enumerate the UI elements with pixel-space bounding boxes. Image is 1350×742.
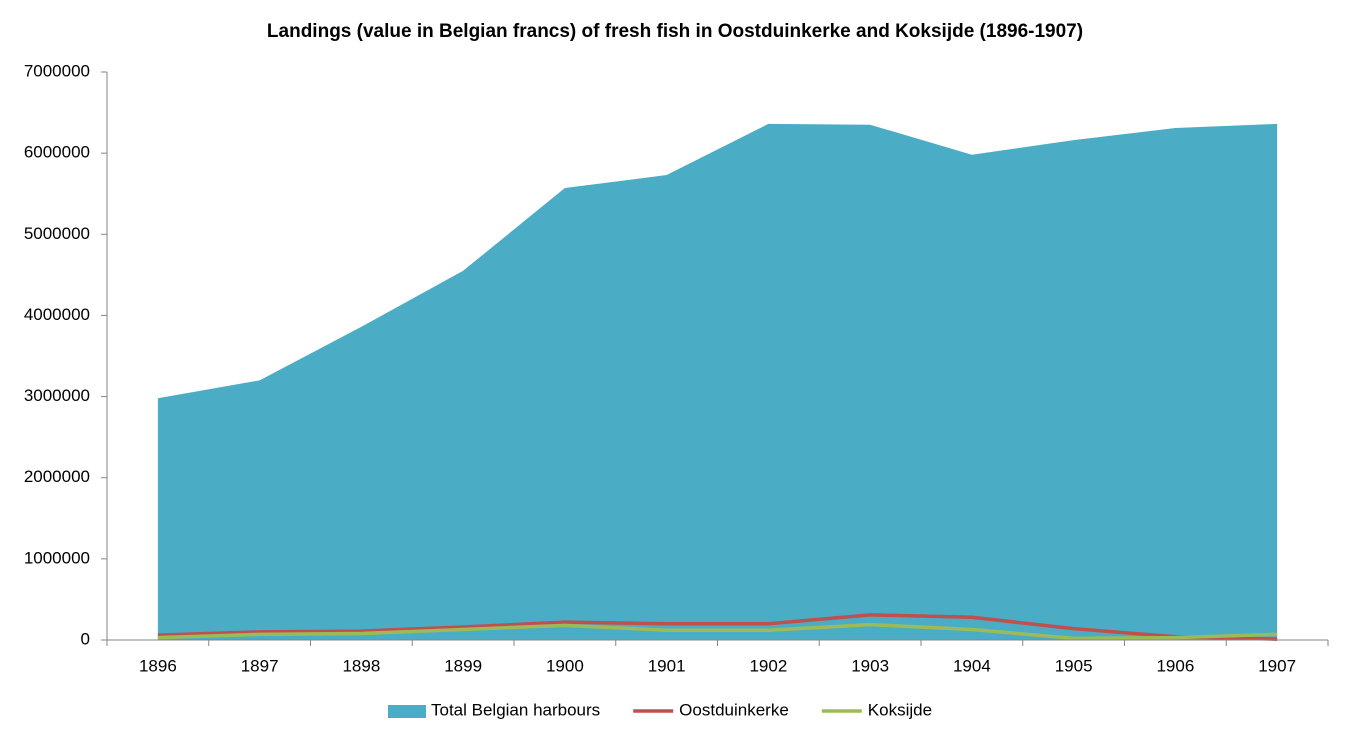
x-tick-label: 1897 — [241, 656, 279, 675]
x-tick-label: 1899 — [444, 656, 482, 675]
x-tick-label: 1901 — [648, 656, 686, 675]
x-tick-label: 1902 — [749, 656, 787, 675]
area — [157, 123, 1278, 641]
y-tick-label: 1000000 — [24, 548, 90, 567]
x-tick-label: 1904 — [953, 656, 991, 675]
x-tick-label: 1900 — [546, 656, 584, 675]
y-tick-label: 5000000 — [24, 224, 90, 243]
x-tick-label: 1905 — [1055, 656, 1093, 675]
y-tick-label: 0 — [81, 629, 90, 648]
x-tick-label: 1906 — [1156, 656, 1194, 675]
y-tick-label: 6000000 — [24, 143, 90, 162]
legend-label: Koksijde — [868, 700, 932, 719]
legend-swatch — [388, 705, 426, 718]
x-tick-label: 1896 — [139, 656, 177, 675]
y-tick-label: 7000000 — [24, 61, 90, 80]
legend-label: Oostduinkerke — [679, 700, 789, 719]
y-tick-label: 2000000 — [24, 467, 90, 486]
legend-label: Total Belgian harbours — [431, 700, 600, 719]
x-tick-label: 1903 — [851, 656, 889, 675]
x-tick-label: 1907 — [1258, 656, 1296, 675]
line — [157, 622, 1278, 641]
y-tick-label: 4000000 — [24, 305, 90, 324]
y-tick-label: 3000000 — [24, 386, 90, 405]
x-tick-label: 1898 — [342, 656, 380, 675]
chart-title: Landings (value in Belgian francs) of fr… — [267, 21, 1083, 42]
line — [157, 613, 1278, 641]
